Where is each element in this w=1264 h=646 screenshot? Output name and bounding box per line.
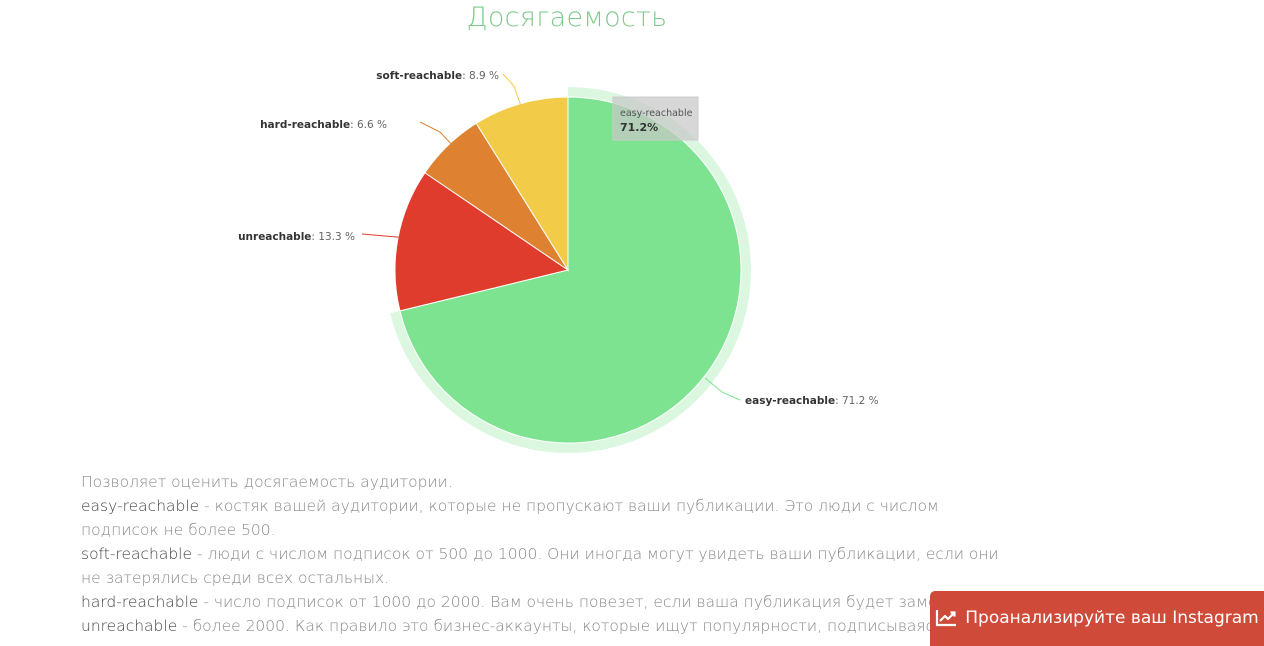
tooltip: easy-reachable 71.2% [612,96,699,141]
connector-soft-reachable [502,73,522,107]
data-label-value-unreachable: : 13.3 % [311,231,355,243]
description-item-easy: easy-reachable - костяк вашей аудитории,… [81,494,1021,542]
text-easy-reachable: - костяк вашей аудитории, которые не про… [81,497,939,539]
description-item-unreachable: unreachable - более 2000. Как правило эт… [81,614,1021,646]
data-label-hard-reachable: hard-reachable: 6.6 % [260,119,387,131]
description: Позволяет оценить досягаемость аудитории… [81,470,1021,646]
data-label-value-easy-reachable: : 71.2 % [835,395,879,407]
term-easy-reachable: easy-reachable [81,497,200,515]
data-label-name-easy-reachable: easy-reachable [745,395,835,407]
term-soft-reachable: soft-reachable [81,545,193,563]
data-label-soft-reachable: soft-reachable: 8.9 % [376,70,499,82]
data-label-value-hard-reachable: : 6.6 % [350,119,387,131]
data-label-name-soft-reachable: soft-reachable [376,70,462,82]
term-unreachable: unreachable [81,617,178,635]
connector-hard-reachable [419,121,456,149]
data-label-name-hard-reachable: hard-reachable [260,119,350,131]
data-label-name-unreachable: unreachable [238,231,311,243]
tooltip-name: easy-reachable [620,108,693,119]
description-intro: Позволяет оценить досягаемость аудитории… [81,473,453,491]
text-soft-reachable: - люди с числом подписок от 500 до 1000.… [81,545,999,587]
data-label-unreachable: unreachable: 13.3 % [238,231,355,243]
chart-title: Досягаемость [466,2,668,33]
data-label-easy-reachable: easy-reachable: 71.2 % [745,395,879,407]
pie-slice-unreachable[interactable] [394,172,570,312]
term-hard-reachable: hard-reachable [81,593,199,611]
text-unreachable: - более 2000. Как правило это бизнес-акк… [81,617,987,646]
description-item-hard: hard-reachable - число подписок от 1000 … [81,590,1021,614]
analyze-instagram-button[interactable]: Проанализируйте ваш Instagram [930,591,1264,646]
text-hard-reachable: - число подписок от 1000 до 2000. Вам оч… [198,593,981,611]
data-label-value-soft-reachable: : 8.9 % [462,70,499,82]
line-chart-icon [936,609,957,626]
pie-chart: easy-reachable: 71.2 %unreachable: 13.3 … [238,70,879,453]
description-item-soft: soft-reachable - люди с числом подписок … [81,542,1021,590]
tooltip-box [612,96,699,141]
connector-easy-reachable [704,377,741,401]
connector-unreachable [361,233,439,248]
tooltip-value: 71.2% [620,121,658,134]
analyze-instagram-label: Проанализируйте ваш Instagram [965,607,1259,628]
